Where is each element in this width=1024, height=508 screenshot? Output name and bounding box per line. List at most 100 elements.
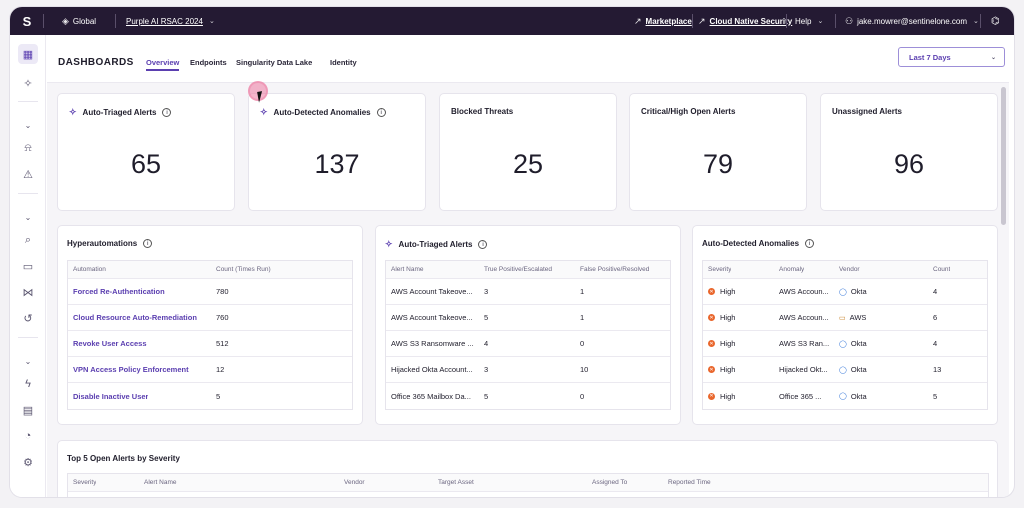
table-row[interactable]: Office 365 Mailbox Da... 5 0 [386,383,670,409]
purple-ai-nav-icon[interactable]: ✧ [23,77,33,90]
auto-detected-anomalies-panel: Auto-Detected Anomalies i Severity Anomal… [692,225,998,425]
divider [835,14,836,28]
kpi-value: 79 [702,149,734,179]
app-window: S ◈ Global Purple AI RSAC 2024 ⌄ ↗ Marke… [10,7,1014,497]
tab-singularity-data-lake[interactable]: Singularity Data Lake [236,58,313,67]
inventory-icon[interactable]: ▤ [22,404,34,417]
warning-icon[interactable]: ⚠ [23,168,33,181]
automation-icon[interactable]: ϟ [25,378,31,390]
kpi-card-critical-high-open[interactable]: Critical/High Open Alerts 79 [629,93,807,211]
site-selector[interactable]: Purple AI RSAC 2024 ⌄ [126,7,215,35]
column-header: False Positive/Resolved [580,266,650,273]
tab-identity[interactable]: Identity [330,58,357,67]
kpi-card-auto-detected-anomalies[interactable]: ✧ Auto-Detected Anomalies i 137 [248,93,426,211]
kpi-value: 65 [130,149,162,179]
table-row[interactable]: ✕ High AWS Accoun... ◯ Okta 4 [703,279,987,305]
count-cell: 6 [933,313,938,322]
automation-link[interactable]: Revoke User Access [73,339,147,348]
table-row[interactable]: AWS Account Takeove... 3 1 [386,279,670,305]
panel-title: Auto-Triaged Alerts [398,240,473,249]
divider [980,14,981,28]
automation-link[interactable]: VPN Access Policy Enforcement [73,365,189,374]
false-positive-count: 1 [580,313,585,322]
info-icon[interactable]: i [478,240,488,249]
automation-link[interactable]: Forced Re-Authentication [73,287,165,296]
dashboard-icon[interactable]: ▦ [18,44,38,64]
column-header: Severity [708,266,732,273]
divider [115,14,116,28]
kpi-title: Blocked Threats [451,107,514,116]
severity-high-icon: ✕ [708,392,715,400]
count-cell: 5 [933,391,938,401]
user-email: jake.mowrer@sentinelone.com [857,16,968,26]
column-header: Alert Name [144,479,177,486]
info-icon[interactable]: i [805,239,815,248]
table-row[interactable]: Hijacked Okta Account... 3 10 [386,357,670,383]
table-row[interactable]: ✕ High AWS Accoun... ▭ AWS 6 [703,305,987,331]
table-row[interactable]: Forced Re-Authentication 780 [68,279,352,305]
kpi-card-blocked-threats[interactable]: Blocked Threats 25 [439,93,617,211]
sentinelone-logo[interactable]: S [22,13,32,29]
table-header: Severity Alert Name Vendor Target Asset … [68,474,988,492]
devices-icon[interactable]: ▭ [22,260,34,273]
false-positive-count: 0 [580,339,585,348]
sparkle-icon: ✧ [385,239,393,249]
table-row[interactable]: ✕ High Hijacked Okt... ◯ Okta 13 [703,357,987,383]
chevron-down-icon: ⌄ [208,18,215,25]
date-range-select[interactable]: Last 7 Days ⌄ [898,47,1005,67]
table-row[interactable]: ✕ High AWS S3 Ran... ◯ Okta 4 [703,331,987,357]
top5-open-alerts-panel: Top 5 Open Alerts by Severity Severity A… [57,440,998,497]
column-header: Reported Time [668,479,711,486]
column-header: Vendor [839,266,860,273]
graph-icon[interactable]: ⋈ [22,286,34,299]
sparkle-icon: ✧ [260,107,268,117]
anomaly-name: AWS S3 Ran... [779,339,830,348]
kpi-card-unassigned[interactable]: Unassigned Alerts 96 [820,93,998,211]
column-header: Alert Name [391,266,424,273]
kpi-card-auto-triaged[interactable]: ✧ Auto-Triaged Alerts i 65 [57,93,235,211]
count-cell: 4 [933,339,938,348]
info-icon[interactable]: i [162,108,172,117]
reports-icon[interactable]: ◔ [24,430,32,442]
tab-endpoints[interactable]: Endpoints [190,58,227,67]
chevron-down-icon[interactable]: ⌄ [24,120,32,130]
purple-ai-icon[interactable]: ⌬ [991,15,1000,27]
user-menu[interactable]: ⚇ jake.mowrer@sentinelone.com ⌄ [845,7,979,35]
table-row[interactable]: Cloud Resource Auto-Remediation 760 [68,305,352,331]
automation-link[interactable]: Cloud Resource Auto-Remediation [73,313,197,322]
search-icon[interactable]: ⌕ [24,233,32,246]
table-row[interactable]: ✕ High Office 365 ... ◯ Okta 5 [703,383,987,409]
divider [692,14,693,28]
scope-selector[interactable]: ◈ Global [62,7,96,35]
vendor-name: Okta [850,365,867,374]
active-tab-indicator [146,69,179,71]
panel-title: Auto-Detected Anomalies [702,239,800,248]
info-icon[interactable]: i [376,108,386,117]
automation-link[interactable]: Disable Inactive User [73,391,149,401]
chevron-down-icon[interactable]: ⌄ [24,356,32,366]
marketplace-link[interactable]: ↗ Marketplace [634,7,692,35]
alert-siren-icon[interactable]: ⍾ [24,141,32,154]
history-icon[interactable]: ↺ [23,312,33,325]
table-row[interactable]: AWS S3 Ransomware ... 4 0 [386,331,670,357]
scrollbar[interactable] [1001,87,1006,225]
anomaly-name: AWS Accoun... [779,313,829,322]
alert-name: Hijacked Okta Account... [391,365,473,374]
cloud-native-security-link[interactable]: ↗ Cloud Native Security [698,7,792,35]
table-row[interactable]: Disable Inactive User 5 [68,383,352,409]
tab-overview[interactable]: Overview [146,58,180,67]
date-range-value: Last 7 Days [909,52,951,62]
info-icon[interactable]: i [143,239,153,248]
table-row[interactable]: AWS Account Takeove... 5 1 [386,305,670,331]
table-row[interactable]: Revoke User Access 512 [68,331,352,357]
settings-icon[interactable]: ⚙ [23,456,33,469]
layers-icon: ◈ [62,15,69,26]
count-cell: 5 [216,391,221,401]
severity-label: High [720,287,736,296]
anomaly-name: AWS Accoun... [779,287,829,296]
help-menu[interactable]: Help ⌄ [795,7,823,35]
column-header: Target Asset [438,479,474,486]
table-row[interactable]: VPN Access Policy Enforcement 12 [68,357,352,383]
okta-icon: ◯ [839,340,847,348]
chevron-down-icon[interactable]: ⌄ [24,212,32,222]
